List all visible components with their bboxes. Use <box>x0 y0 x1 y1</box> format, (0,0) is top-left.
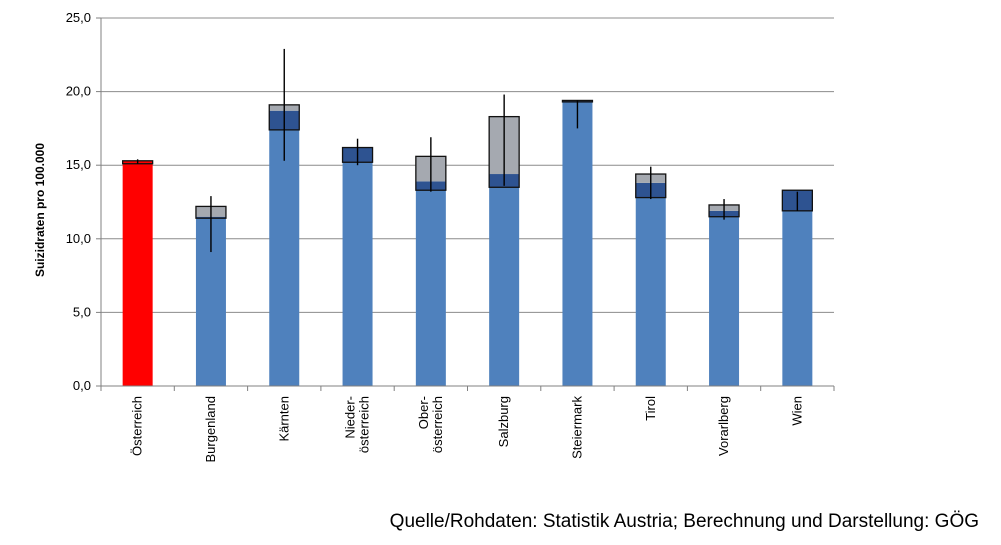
bar <box>709 216 740 386</box>
bars <box>122 48 813 387</box>
bar <box>782 210 813 386</box>
y-tick-label: 10,0 <box>66 231 91 246</box>
source-note: Quelle/Rohdaten: Statistik Austria; Bere… <box>389 511 979 532</box>
category-label: Nieder- <box>343 396 358 439</box>
category-label: österreich <box>357 396 372 453</box>
y-tick-label: 5,0 <box>73 304 91 319</box>
y-tick-label: 20,0 <box>66 84 91 99</box>
y-axis: 0,0 5,0 10,0 15,0 20,0 25,0 <box>66 10 102 393</box>
y-axis-label: Suizidraten pro 100.000 <box>33 143 47 277</box>
category-label: Ober- <box>416 396 431 429</box>
y-tick-label: 15,0 <box>66 157 91 172</box>
bar <box>269 129 300 386</box>
bar <box>122 163 153 386</box>
category-label: Wien <box>789 396 804 426</box>
category-label: Tirol <box>643 396 658 421</box>
bar <box>489 187 520 386</box>
bar <box>342 162 373 386</box>
category-label: Vorarlberg <box>716 396 731 456</box>
category-label: Steiermark <box>569 396 584 459</box>
category-label: Österreich <box>130 396 145 456</box>
category-label: Kärnten <box>276 396 291 442</box>
y-tick-label: 0,0 <box>73 378 91 393</box>
bar <box>415 190 446 386</box>
category-label: Burgenland <box>203 396 218 463</box>
x-axis: Österreich Burgenland Kärnten Nieder-österr… <box>100 385 835 463</box>
bar <box>562 101 593 387</box>
category-label: österreich <box>430 396 445 453</box>
category-label: Salzburg <box>496 396 511 447</box>
bar <box>635 197 666 386</box>
y-tick-label: 25,0 <box>66 10 91 25</box>
